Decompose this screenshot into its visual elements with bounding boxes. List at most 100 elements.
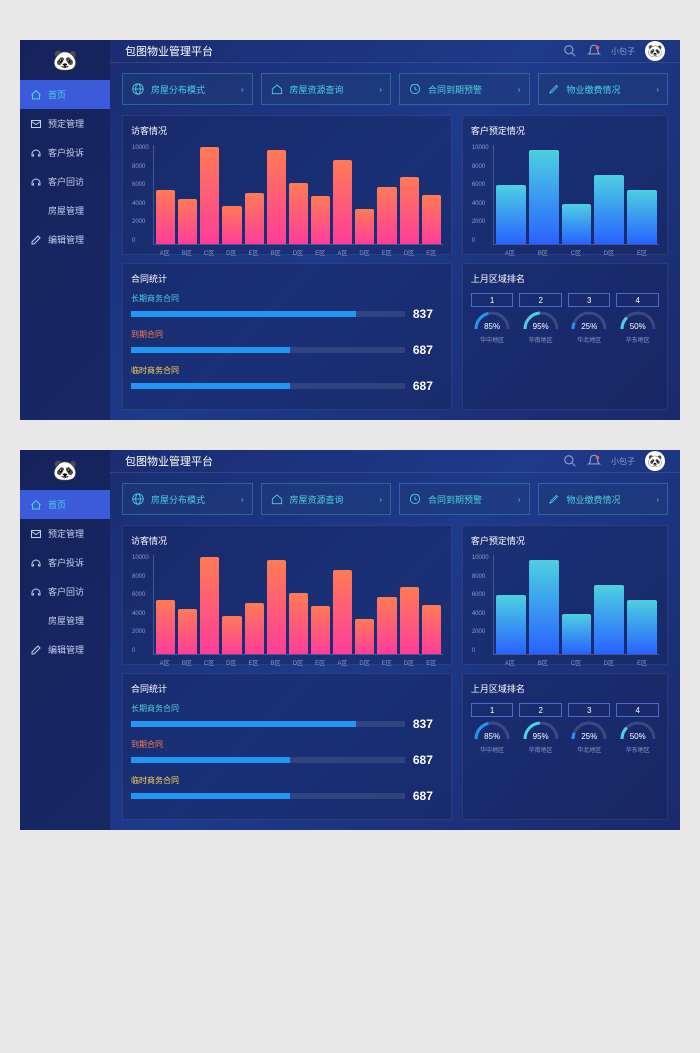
sidebar-item-3[interactable]: 客户回访 — [20, 167, 110, 196]
headset-icon — [30, 557, 42, 569]
sidebar-item-1[interactable]: 预定管理 — [20, 519, 110, 548]
avatar[interactable]: 🐼 — [645, 451, 665, 471]
y-tick: 2000 — [472, 219, 489, 225]
sidebar-item-2[interactable]: 客户投诉 — [20, 548, 110, 577]
x-tick: E区 — [311, 658, 330, 667]
gauge-label: 华北地区 — [577, 335, 601, 344]
contract-value: 837 — [413, 307, 443, 321]
bar — [267, 560, 286, 654]
header-right: 小包子 🐼 — [563, 41, 665, 61]
y-tick: 6000 — [472, 182, 489, 188]
contract-label: 到期合同 — [131, 739, 443, 750]
sidebar-item-0[interactable]: 首页 — [20, 80, 110, 109]
bell-icon[interactable] — [587, 454, 601, 468]
gauge-percent: 25% — [571, 322, 607, 331]
sidebar-item-1[interactable]: 预定管理 — [20, 109, 110, 138]
search-icon[interactable] — [563, 44, 577, 58]
bar — [627, 190, 657, 244]
bar — [333, 160, 352, 244]
visitor-y-axis: 1000080006000400020000 — [132, 555, 149, 654]
action-card-1[interactable]: 房屋资源查询› — [261, 73, 392, 105]
visitor-chart-title: 访客情况 — [131, 534, 443, 547]
rank-title: 上月区域排名 — [471, 272, 659, 285]
contract-label: 长期商务合同 — [131, 293, 443, 304]
app-title: 包图物业管理平台 — [125, 43, 213, 59]
booking-chart-title: 客户预定情况 — [471, 124, 659, 137]
rank-item: 295%华南地区 — [519, 703, 562, 754]
home-icon — [30, 89, 42, 101]
rank-item: 185%华中地区 — [471, 703, 514, 754]
rank-item: 295%华南地区 — [519, 293, 562, 344]
action-card-0[interactable]: 房屋分布模式› — [122, 483, 253, 515]
y-tick: 0 — [472, 238, 489, 244]
sidebar-item-4[interactable]: 房屋管理 — [20, 196, 110, 225]
x-tick: E区 — [311, 248, 330, 257]
bar — [267, 150, 286, 244]
ranks-row: 185%华中地区295%华南地区325%华北地区450%华东地区 — [471, 703, 659, 754]
rank-number: 2 — [519, 293, 562, 307]
action-card-2[interactable]: 合同到期预警› — [399, 73, 530, 105]
progress-track — [131, 757, 405, 763]
gauge-percent: 50% — [620, 732, 656, 741]
action-card-0[interactable]: 房屋分布模式› — [122, 73, 253, 105]
visitor-bars: 1000080006000400020000 — [153, 555, 443, 655]
contract-value: 687 — [413, 343, 443, 357]
x-tick: D区 — [222, 658, 241, 667]
y-tick: 6000 — [132, 182, 149, 188]
contracts-rows: 长期商务合同837到期合同687临时商务合同687 — [131, 703, 443, 803]
progress-track — [131, 383, 405, 389]
bar — [400, 587, 419, 654]
action-card-2[interactable]: 合同到期预警› — [399, 483, 530, 515]
gauge-percent: 95% — [523, 322, 559, 331]
action-card-3[interactable]: 物业缴费情况› — [538, 73, 669, 105]
chevron-right-icon: › — [241, 495, 244, 504]
x-tick: E区 — [627, 248, 657, 257]
house-icon — [270, 492, 284, 506]
mail-icon — [30, 118, 42, 130]
card-label: 房屋资源查询 — [290, 493, 344, 506]
x-tick: E区 — [377, 658, 396, 667]
sidebar-item-label: 客户投诉 — [48, 556, 84, 569]
contract-row: 长期商务合同837 — [131, 703, 443, 731]
contract-value: 837 — [413, 717, 443, 731]
sidebar-item-3[interactable]: 客户回访 — [20, 577, 110, 606]
sidebar-item-5[interactable]: 编辑管理 — [20, 225, 110, 254]
bar — [311, 606, 330, 654]
bell-icon[interactable] — [587, 44, 601, 58]
x-tick: D区 — [222, 248, 241, 257]
sidebar-item-label: 编辑管理 — [48, 643, 84, 656]
booking-chart-title: 客户预定情况 — [471, 534, 659, 547]
globe-icon — [131, 82, 145, 96]
bar — [377, 597, 396, 654]
progress-fill — [131, 793, 290, 799]
contracts-title: 合同统计 — [131, 272, 443, 285]
sidebar-item-5[interactable]: 编辑管理 — [20, 635, 110, 664]
sidebar-item-0[interactable]: 首页 — [20, 490, 110, 519]
contract-label: 到期合同 — [131, 329, 443, 340]
bar — [496, 185, 526, 244]
gauge-percent: 85% — [474, 732, 510, 741]
chevron-right-icon: › — [518, 495, 521, 504]
booking-y-axis: 1000080006000400020000 — [472, 555, 489, 654]
y-tick: 10000 — [472, 555, 489, 561]
search-icon[interactable] — [563, 454, 577, 468]
gauge: 85% — [474, 311, 510, 331]
main: 包图物业管理平台 小包子 🐼 房屋分布模式›房屋资源查询›合同到期预警›物业缴费… — [110, 450, 680, 830]
sidebar-item-label: 房屋管理 — [48, 204, 84, 217]
x-tick: B区 — [177, 248, 196, 257]
sidebar-item-4[interactable]: 房屋管理 — [20, 606, 110, 635]
ranks-row: 185%华中地区295%华南地区325%华北地区450%华东地区 — [471, 293, 659, 344]
y-tick: 4000 — [132, 201, 149, 207]
sidebar-item-label: 首页 — [48, 88, 66, 101]
bar — [422, 605, 441, 655]
action-card-1[interactable]: 房屋资源查询› — [261, 483, 392, 515]
building-icon — [30, 205, 42, 217]
sidebar-item-2[interactable]: 客户投诉 — [20, 138, 110, 167]
y-tick: 8000 — [472, 574, 489, 580]
y-tick: 10000 — [132, 145, 149, 151]
y-tick: 0 — [472, 648, 489, 654]
action-card-3[interactable]: 物业缴费情况› — [538, 483, 669, 515]
sidebar-item-label: 编辑管理 — [48, 233, 84, 246]
avatar[interactable]: 🐼 — [645, 41, 665, 61]
contracts-rows: 长期商务合同837到期合同687临时商务合同687 — [131, 293, 443, 393]
